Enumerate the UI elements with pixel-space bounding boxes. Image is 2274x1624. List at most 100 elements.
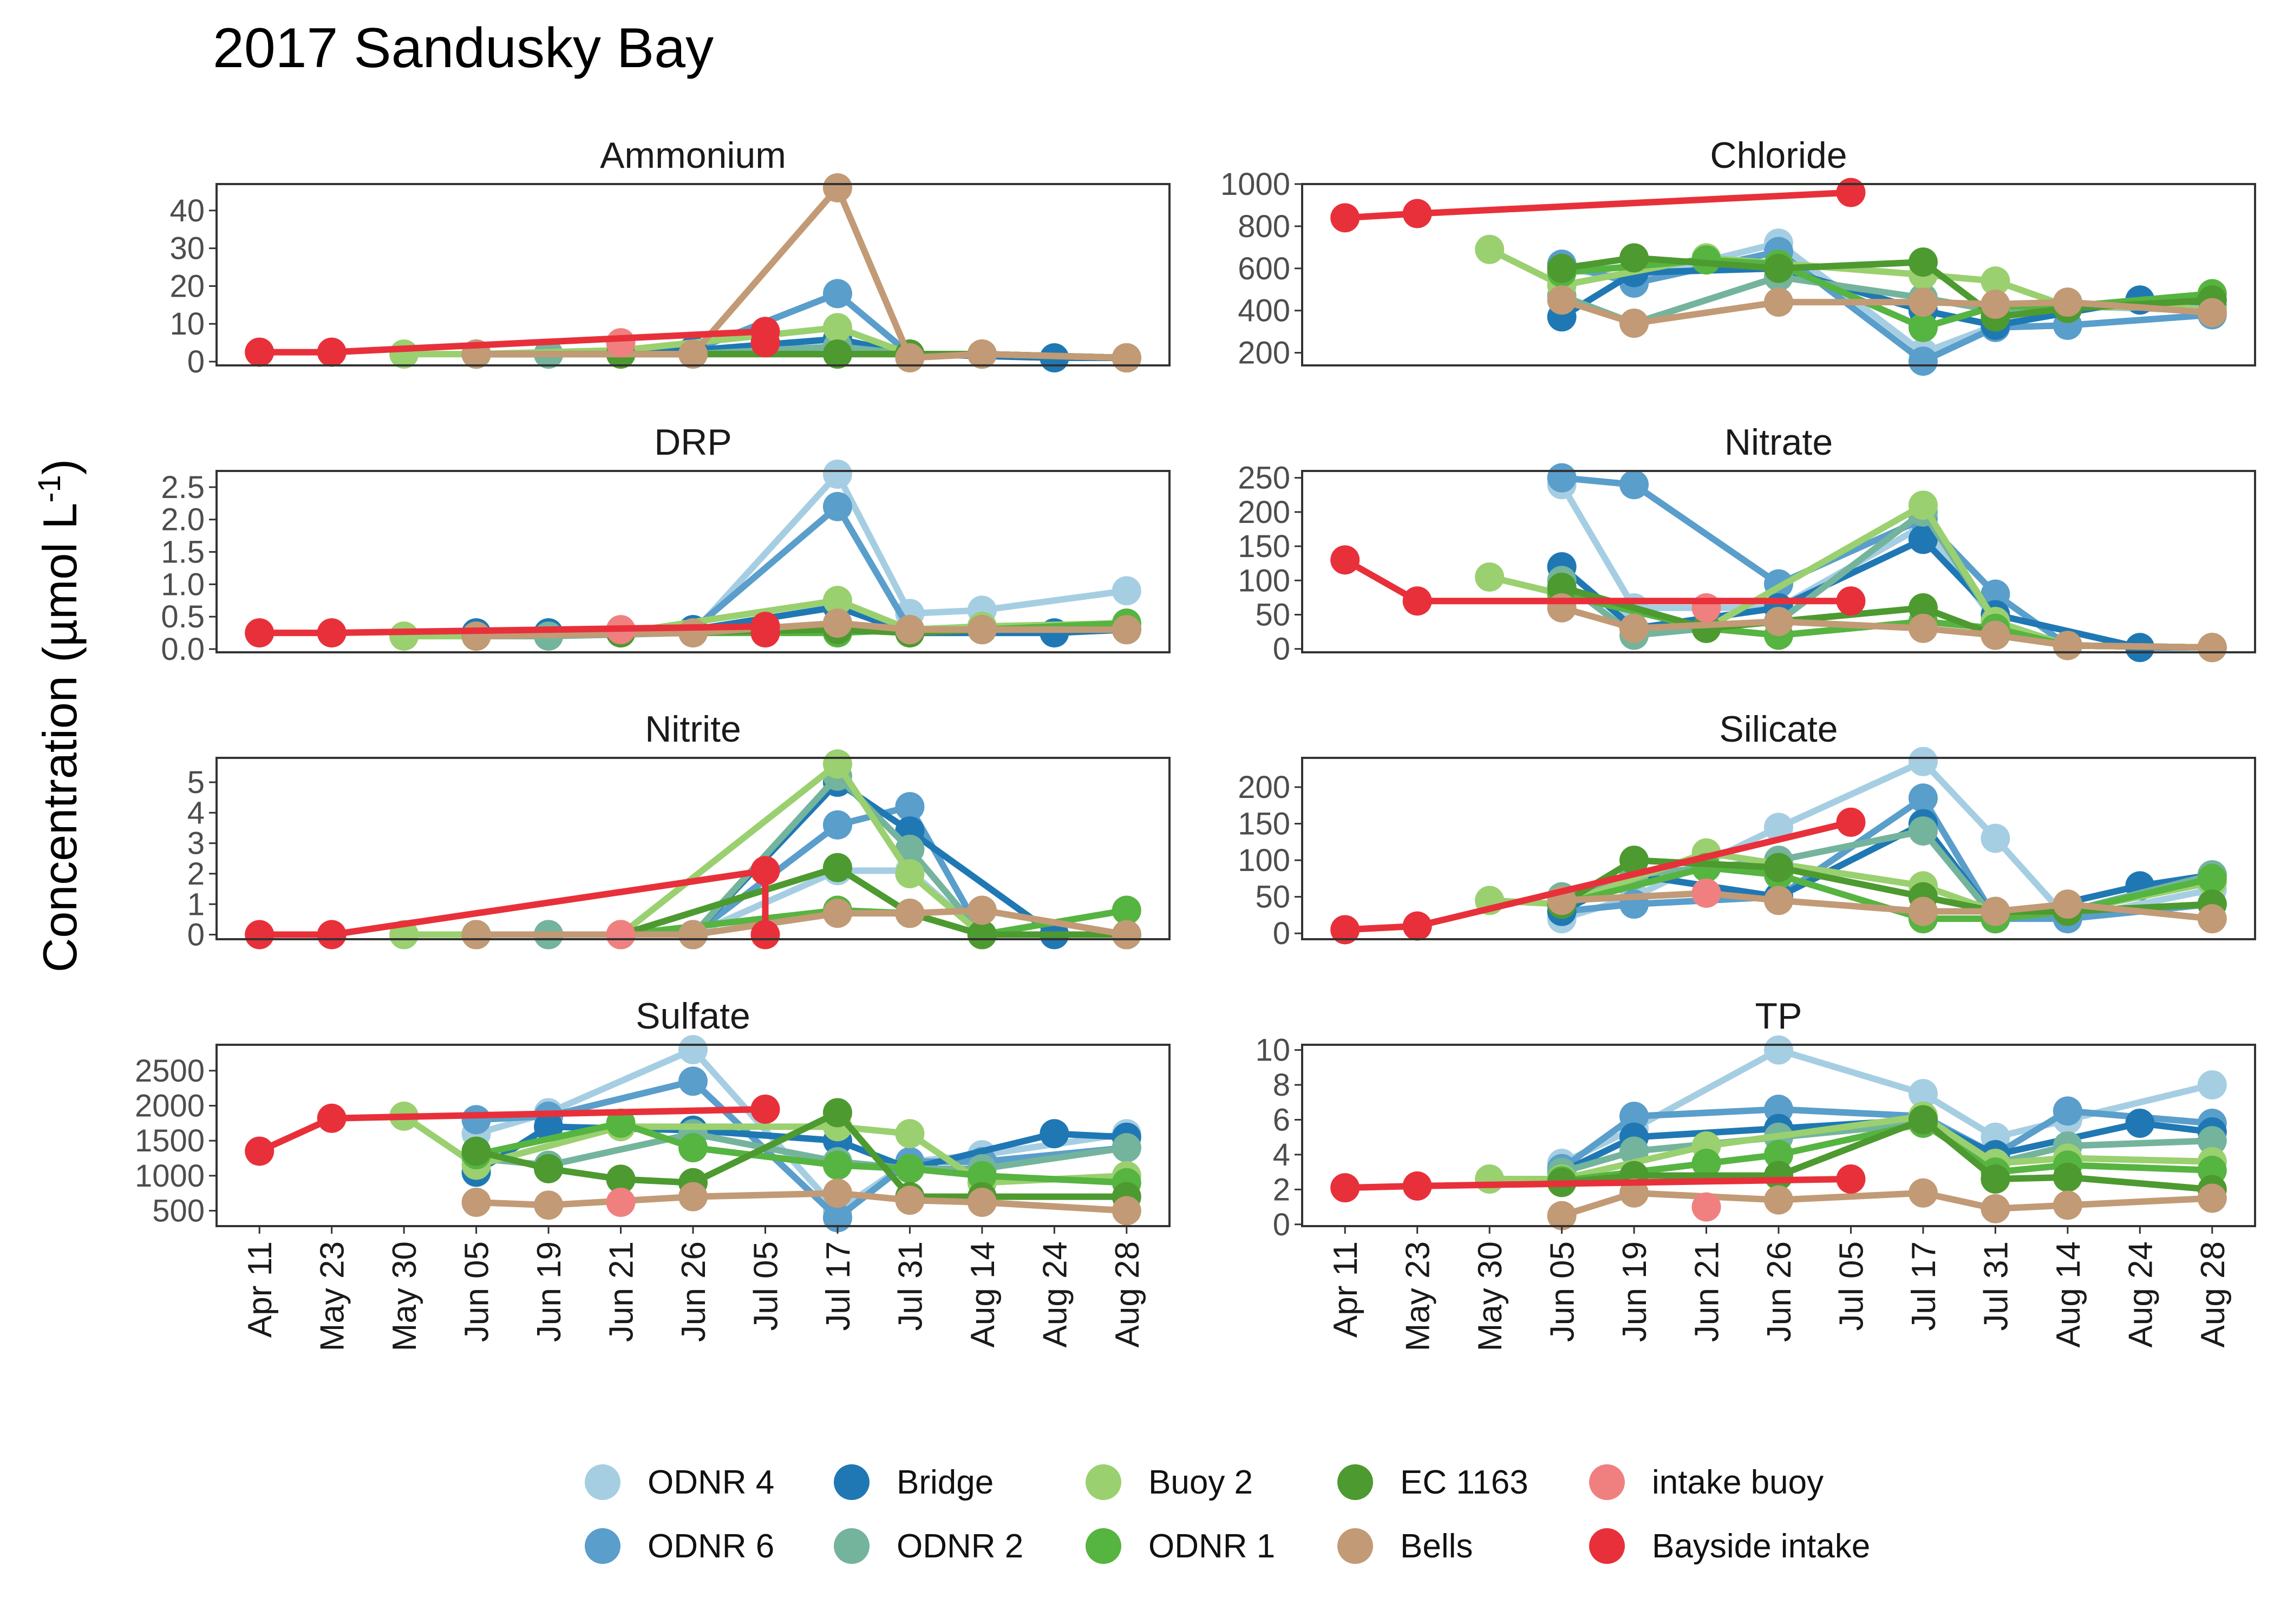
data-point-nitrite-bells — [895, 899, 925, 928]
faceted-line-chart: Ammonium010203040Chloride200400600800100… — [135, 135, 2256, 1351]
data-point-nitrate-bells — [1619, 613, 1649, 643]
data-point-silicate-bells — [1908, 896, 1938, 926]
legend-swatch — [1589, 1528, 1625, 1564]
legend-label: EC 1163 — [1400, 1463, 1528, 1501]
legend-swatch — [1337, 1464, 1373, 1500]
x-tick-label-aug-28: Aug 28 — [1109, 1241, 1146, 1348]
data-point-nitrate-bells — [1908, 613, 1938, 643]
data-point-drp-buoy-2 — [389, 621, 419, 651]
data-point-sulfate-bells — [822, 1178, 852, 1208]
data-point-chloride-ec-1163 — [1619, 243, 1649, 273]
y-tick-label-chloride: 400 — [1238, 293, 1290, 329]
data-point-nitrite-bells — [967, 895, 997, 925]
y-tick-label-ammonium: 0 — [187, 344, 205, 379]
data-point-silicate-odnr-4 — [1908, 746, 1938, 776]
legend-label: ODNR 6 — [648, 1527, 775, 1565]
legend-swatch — [585, 1528, 620, 1564]
data-point-sulfate-odnr-2 — [1112, 1133, 1141, 1163]
data-point-silicate-odnr-6 — [1908, 783, 1938, 813]
facet-title-sulfate: Sulfate — [636, 996, 750, 1037]
facet-title-drp: DRP — [654, 422, 732, 463]
data-point-ammonium-bells — [895, 343, 925, 373]
data-point-ammonium-odnr-6 — [822, 279, 852, 309]
y-tick-label-silicate: 150 — [1238, 807, 1290, 842]
x-tick-label-aug-14: Aug 14 — [964, 1241, 1002, 1348]
x-tick-label-jun-05: Jun 05 — [459, 1241, 496, 1342]
data-point-drp-odnr-4 — [822, 459, 852, 489]
data-point-ammonium-bayside-intake — [750, 328, 780, 358]
y-tick-label-nitrite: 1 — [187, 887, 205, 922]
legend-swatch — [834, 1464, 870, 1500]
legend-label: ODNR 4 — [648, 1463, 775, 1501]
data-point-chloride-buoy-2 — [1475, 234, 1505, 264]
data-point-sulfate-odnr-6 — [678, 1066, 708, 1096]
data-point-nitrate-bayside-intake — [1330, 545, 1360, 575]
data-point-nitrite-intake-buoy — [606, 920, 636, 949]
legend-label: Bayside intake — [1652, 1527, 1871, 1565]
facet-title-nitrite: Nitrite — [645, 709, 741, 750]
y-tick-label-ammonium: 20 — [169, 269, 205, 304]
data-point-sulfate-intake-buoy — [606, 1188, 636, 1217]
data-point-silicate-bayside-intake — [1836, 807, 1866, 837]
y-tick-label-nitrite: 4 — [187, 795, 205, 830]
x-tick-label-jul-05: Jul 05 — [747, 1241, 785, 1331]
data-point-sulfate-ec-1163 — [606, 1164, 636, 1194]
data-point-tp-ec-1163 — [1981, 1164, 2010, 1194]
data-point-nitrite-buoy-2 — [822, 749, 852, 779]
data-point-nitrate-ec-1163 — [1691, 613, 1721, 643]
x-tick-label-jul-31: Jul 31 — [892, 1241, 929, 1331]
legend-item-odnr-6: ODNR 6 — [585, 1519, 774, 1573]
legend-swatch — [585, 1464, 620, 1500]
chart-title: 2017 Sandusky Bay — [213, 17, 714, 80]
data-point-nitrate-bells — [2197, 633, 2227, 663]
data-point-ammonium-buoy-2 — [822, 313, 852, 343]
panel-border-chloride — [1301, 183, 2256, 366]
data-point-sulfate-bridge — [534, 1112, 564, 1142]
data-point-tp-intake-buoy — [1691, 1192, 1721, 1222]
data-point-nitrite-bayside-intake — [245, 920, 275, 949]
data-point-nitrite-bayside-intake — [750, 920, 780, 949]
facet-title-chloride: Chloride — [1710, 135, 1847, 176]
data-point-tp-ec-1163 — [1908, 1105, 1938, 1135]
y-tick-label-nitrite: 5 — [187, 765, 205, 800]
y-tick-label-drp: 2.5 — [161, 470, 205, 505]
data-point-chloride-bells — [1908, 287, 1938, 317]
legend-label: Buoy 2 — [1148, 1463, 1253, 1501]
y-tick-label-tp: 6 — [1273, 1103, 1290, 1138]
data-point-sulfate-bells — [534, 1190, 564, 1220]
y-tick-label-nitrite: 2 — [187, 856, 205, 892]
data-point-chloride-bayside-intake — [1330, 203, 1360, 233]
data-point-chloride-bayside-intake — [1402, 199, 1432, 228]
legend-label: intake buoy — [1652, 1463, 1824, 1501]
x-tick-label-may-30: May 30 — [386, 1241, 423, 1351]
series-line-tp-bells — [1558, 1189, 2216, 1219]
x-tick-label-jun-26: Jun 26 — [675, 1241, 713, 1342]
data-point-chloride-bells — [1764, 287, 1793, 317]
data-point-tp-odnr-4 — [1908, 1079, 1938, 1109]
data-point-nitrate-odnr-6 — [1981, 579, 2010, 609]
x-tick-label-apr-11: Apr 11 — [1327, 1241, 1364, 1338]
data-point-silicate-odnr-4 — [1981, 823, 2010, 853]
data-point-chloride-bells — [1981, 290, 2010, 319]
x-tick-label-jun-21: Jun 21 — [1689, 1241, 1726, 1342]
data-point-nitrite-bayside-intake — [750, 856, 780, 886]
data-point-sulfate-bells — [1112, 1196, 1141, 1226]
data-point-tp-bells — [1908, 1178, 1938, 1208]
data-point-silicate-bells — [2053, 889, 2082, 919]
data-point-nitrite-bells — [822, 899, 852, 928]
data-point-nitrate-odnr-6 — [1619, 470, 1649, 500]
data-point-tp-bridge — [2125, 1108, 2155, 1138]
x-tick-label-jun-19: Jun 19 — [531, 1241, 568, 1342]
x-tick-label-aug-28: Aug 28 — [2194, 1241, 2232, 1348]
y-tick-label-drp: 1.5 — [161, 535, 205, 570]
facet-title-silicate: Silicate — [1719, 709, 1838, 750]
data-point-nitrite-bells — [678, 920, 708, 949]
y-tick-label-nitrate: 50 — [1255, 597, 1290, 632]
legend-label: ODNR 1 — [1148, 1527, 1276, 1565]
data-point-nitrite-bells — [461, 920, 491, 949]
panel-chloride: Chloride 200 400 600 800 1000 — [1220, 135, 2256, 376]
legend-label: Bridge — [897, 1463, 994, 1501]
y-tick-label-sulfate: 1500 — [135, 1123, 205, 1158]
